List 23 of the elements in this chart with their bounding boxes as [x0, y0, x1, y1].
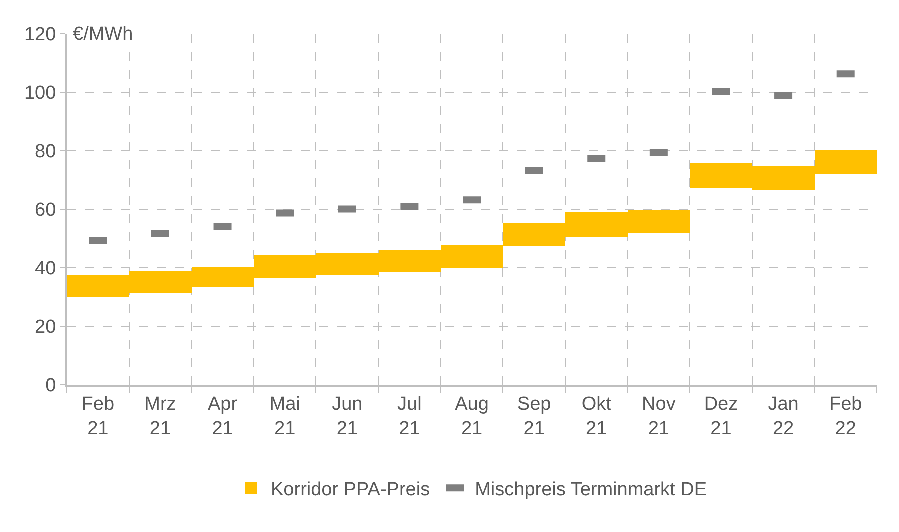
y-tick-label: 100 [24, 83, 56, 104]
x-tick-label: Feb 22 [829, 394, 862, 440]
legend-label: Korridor PPA-Preis [271, 480, 430, 500]
y-tick-label: 120 [24, 24, 56, 46]
y-tick-label: 80 [35, 142, 56, 163]
x-tick-label: Mai 21 [270, 394, 300, 440]
x-tick-label: Apr 21 [208, 394, 238, 440]
x-tick-label: Jun 21 [332, 394, 363, 440]
x-tick-label: Nov 21 [642, 394, 676, 440]
x-tick-label: Jul 21 [398, 394, 422, 440]
y-tick-label: 60 [35, 200, 56, 222]
y-axis-title: €/MWh [73, 24, 134, 45]
y-tick-label: 0 [46, 376, 56, 397]
x-tick-label: Feb 21 [82, 394, 115, 440]
y-tick-label: 20 [35, 317, 56, 338]
x-tick-label: Sep 21 [517, 394, 552, 440]
y-tick-label: 40 [35, 258, 56, 280]
x-tick-label: Mrz 21 [144, 394, 176, 440]
x-tick-label: Okt 21 [582, 394, 612, 440]
x-tick-label: Aug 21 [455, 394, 489, 440]
legend-label: Mischpreis Terminmarkt DE [475, 480, 708, 500]
x-tick-label: Dez 21 [704, 394, 738, 440]
x-tick-label: Jan 22 [768, 394, 799, 440]
